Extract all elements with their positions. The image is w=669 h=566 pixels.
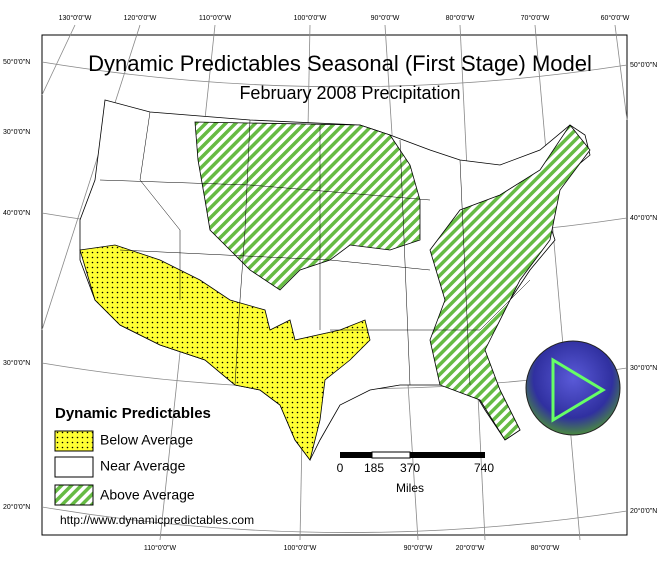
graticule-label: 70°0'0"W [521,14,550,22]
state-borders [99,111,531,386]
graticule-label: 30°0'0"N [3,128,30,136]
graticule-label: 30°0'0"N [3,359,30,367]
url: http://www.dynamicpredictables.com [60,513,254,527]
graticule-label: 60°0'0"W [601,14,630,22]
border [399,139,411,386]
above-average-region [429,124,591,441]
border [459,159,471,386]
meridian [41,24,76,96]
scale-segment [410,452,485,458]
graticule-label: 20°0'0"W [456,544,485,552]
legend-title: Dynamic Predictables [55,405,211,422]
scale-segment [340,452,372,458]
graticule-label: 110°0'0"W [199,14,232,22]
logo-triangle [551,357,606,423]
graticule-label: 40°0'0"N [3,209,30,217]
scale-bar [340,451,485,459]
graticule-label: 50°0'0"N [3,58,30,66]
below-average-region [79,244,371,461]
logo [525,340,621,436]
meridian [614,24,628,121]
graticule-label: 50°0'0"N [630,61,657,69]
graticule-label: 100°0'0"W [294,14,327,22]
parallel [41,61,628,88]
scale-label: 185 [364,461,384,475]
legend-label: Near Average [100,458,186,474]
meridian [534,24,581,541]
graticule-label: 40°0'0"N [630,214,657,222]
border [234,119,251,386]
map-title: Dynamic Predictables Seasonal (First Sta… [88,51,592,76]
graticule-label: 80°0'0"W [446,14,475,22]
graticule-label: 90°0'0"W [371,14,400,22]
graticule-label: 130°0'0"W [59,14,92,22]
legend-swatch [54,430,94,452]
border [99,179,431,201]
legend-label: Above Average [100,487,195,503]
us-map [79,99,591,461]
legend-label: Below Average [100,432,193,448]
graticule-label: 110°0'0"W [144,544,177,552]
scale-unit: Miles [396,481,424,495]
map-subtitle: February 2008 Precipitation [239,83,460,103]
border [139,111,181,300]
scale-label: 740 [474,461,494,475]
logo-circle [525,340,621,436]
scale-label: 0 [337,461,344,475]
graticule-label: 100°0'0"W [284,544,317,552]
graticule-label: 20°0'0"N [3,503,30,511]
border [119,249,431,271]
scale-segment [371,451,411,459]
scale-label: 370 [400,461,420,475]
parallel [41,506,628,533]
legend-swatch [54,484,94,506]
graticule-label: 30°0'0"N [630,364,657,372]
graticule-label: 80°0'0"W [531,544,560,552]
legend-swatch [54,456,94,478]
graticule-label: 120°0'0"W [124,14,157,22]
graticule-label: 90°0'0"W [404,544,433,552]
meridian [41,24,141,331]
graticule-label: 20°0'0"N [630,507,657,515]
border [330,279,531,331]
